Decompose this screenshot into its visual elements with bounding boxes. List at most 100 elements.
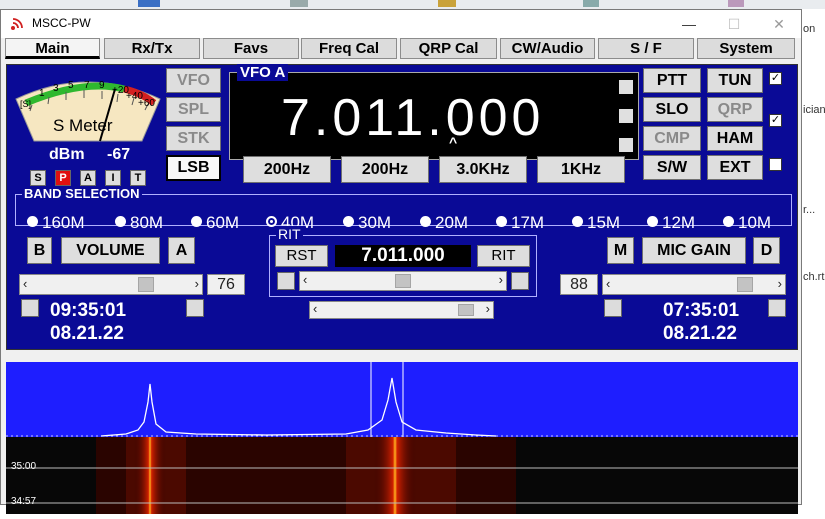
- filter-button-4[interactable]: 1KHz: [537, 156, 625, 183]
- tab-main[interactable]: Main: [5, 38, 100, 59]
- meter-mode-t-button[interactable]: T: [130, 170, 146, 186]
- band-10m[interactable]: 10M: [723, 213, 771, 233]
- band-20m[interactable]: 20M: [420, 213, 468, 233]
- band-15m[interactable]: 15M: [572, 213, 620, 233]
- rit-toggle-button[interactable]: RIT: [477, 245, 530, 267]
- vfo-display[interactable]: [229, 72, 639, 160]
- desktop-icon[interactable]: [290, 0, 308, 7]
- tab-qrp-cal[interactable]: QRP Cal: [400, 38, 497, 59]
- ham-button[interactable]: HAM: [707, 126, 763, 151]
- band-60m[interactable]: 60M: [191, 213, 239, 233]
- scroll-right-icon[interactable]: ›: [485, 301, 490, 316]
- volume-slider-thumb[interactable]: [138, 277, 155, 292]
- meter-mode-s-button[interactable]: S: [30, 170, 46, 186]
- ptt-button[interactable]: PTT: [643, 68, 701, 93]
- band-160m[interactable]: 160M: [27, 213, 85, 233]
- radio-icon[interactable]: [572, 216, 583, 227]
- scroll-right-icon[interactable]: ›: [194, 276, 199, 291]
- volume-b-button[interactable]: B: [27, 237, 52, 264]
- scroll-left-icon[interactable]: ‹: [606, 276, 611, 291]
- rit-reset-button[interactable]: RST: [275, 245, 328, 267]
- scroll-left-icon[interactable]: ‹: [303, 272, 308, 287]
- tab-s-f[interactable]: S / F: [598, 38, 694, 59]
- tab-cw-audio[interactable]: CW/Audio: [500, 38, 595, 59]
- right-square-button[interactable]: [604, 299, 622, 317]
- radio-icon[interactable]: [343, 216, 354, 227]
- left-square-button-2[interactable]: [186, 299, 204, 317]
- volume-a-button[interactable]: A: [168, 237, 195, 264]
- mic-m-button[interactable]: M: [607, 237, 634, 264]
- radio-icon[interactable]: [647, 216, 658, 227]
- tun-button[interactable]: TUN: [707, 68, 763, 93]
- stk-button[interactable]: STK: [166, 126, 221, 151]
- rit-right-square-button[interactable]: [511, 272, 529, 290]
- rit-left-square-button[interactable]: [277, 272, 295, 290]
- tab-system[interactable]: System: [697, 38, 795, 59]
- spl-button[interactable]: SPL: [166, 97, 221, 122]
- right-square-button-2[interactable]: [768, 299, 786, 317]
- scroll-right-icon[interactable]: ›: [498, 272, 503, 287]
- tab-rx-tx[interactable]: Rx/Tx: [104, 38, 200, 59]
- desktop-icon[interactable]: [138, 0, 160, 7]
- band-17m[interactable]: 17M: [496, 213, 544, 233]
- sw-button[interactable]: S/W: [643, 155, 701, 180]
- cmp-button[interactable]: CMP: [643, 126, 701, 151]
- mic-gain-label-button[interactable]: MIC GAIN: [642, 237, 746, 264]
- tun-checkbox[interactable]: ✓: [769, 72, 782, 85]
- lsb-button[interactable]: LSB: [166, 155, 221, 181]
- desktop-icon[interactable]: [438, 0, 456, 7]
- band-80m[interactable]: 80M: [115, 213, 163, 233]
- spectrum-display[interactable]: [6, 362, 798, 437]
- radio-icon[interactable]: [27, 216, 38, 227]
- spectrum-waterfall-area[interactable]: 35:00 34:57: [6, 362, 798, 514]
- meter-mode-p-button[interactable]: P: [55, 170, 71, 186]
- desktop-icon[interactable]: [728, 0, 744, 7]
- mic-gain-slider-thumb[interactable]: [737, 277, 754, 292]
- filter-button-1[interactable]: 200Hz: [243, 156, 331, 183]
- mic-d-button[interactable]: D: [753, 237, 780, 264]
- maximize-icon[interactable]: ☐: [727, 16, 741, 32]
- radio-icon[interactable]: [496, 216, 507, 227]
- close-icon[interactable]: ✕: [773, 16, 785, 32]
- vfo-button[interactable]: VFO: [166, 68, 221, 93]
- volume-slider[interactable]: ‹ ›: [19, 274, 203, 295]
- meter-mode-a-button[interactable]: A: [80, 170, 96, 186]
- rit-slider-thumb[interactable]: [395, 274, 411, 288]
- tab-favs[interactable]: Favs: [203, 38, 299, 59]
- ext-checkbox[interactable]: [769, 158, 782, 171]
- waterfall-display[interactable]: 35:00 34:57: [6, 437, 798, 514]
- volume-label-button[interactable]: VOLUME: [61, 237, 160, 264]
- meter-mode-i-button[interactable]: I: [105, 170, 121, 186]
- title-bar[interactable]: MSCC-PW — ☐ ✕: [1, 10, 801, 38]
- filter-button-2[interactable]: 200Hz: [341, 156, 429, 183]
- bottom-slider-thumb[interactable]: [458, 304, 474, 316]
- vfo-side-button[interactable]: [619, 109, 633, 123]
- radio-icon[interactable]: [266, 216, 277, 227]
- meter-scale-label: +40: [126, 91, 143, 102]
- radio-icon[interactable]: [420, 216, 431, 227]
- scroll-right-icon[interactable]: ›: [777, 276, 782, 291]
- ext-button[interactable]: EXT: [707, 155, 763, 180]
- rit-slider[interactable]: ‹ ›: [299, 271, 507, 291]
- slo-button[interactable]: SLO: [643, 97, 701, 122]
- qrp-button[interactable]: QRP: [707, 97, 763, 122]
- radio-icon[interactable]: [115, 216, 126, 227]
- radio-icon[interactable]: [191, 216, 202, 227]
- filter-button-3[interactable]: 3.0KHz: [439, 156, 527, 183]
- tab-freq-cal[interactable]: Freq Cal: [301, 38, 397, 59]
- band-30m[interactable]: 30M: [343, 213, 391, 233]
- vfo-frequency[interactable]: 7.011.000: [281, 89, 545, 147]
- scroll-left-icon[interactable]: ‹: [23, 276, 28, 291]
- meter-scale-label: [S]: [20, 99, 32, 109]
- left-square-button[interactable]: [21, 299, 39, 317]
- vfo-side-button[interactable]: [619, 80, 633, 94]
- desktop-icon[interactable]: [583, 0, 599, 7]
- band-12m[interactable]: 12M: [647, 213, 695, 233]
- qrp-checkbox[interactable]: ✓: [769, 114, 782, 127]
- mic-gain-slider[interactable]: ‹ ›: [602, 274, 786, 295]
- radio-icon[interactable]: [723, 216, 734, 227]
- vfo-side-button[interactable]: [619, 138, 633, 152]
- bottom-slider[interactable]: ‹ ›: [309, 301, 494, 319]
- scroll-left-icon[interactable]: ‹: [313, 301, 318, 316]
- minimize-icon[interactable]: —: [682, 16, 696, 32]
